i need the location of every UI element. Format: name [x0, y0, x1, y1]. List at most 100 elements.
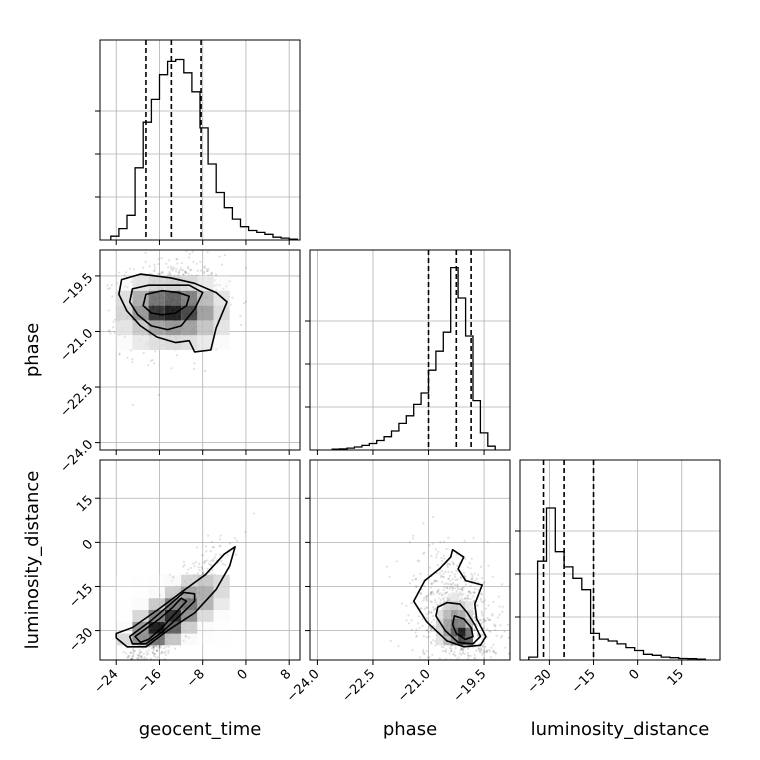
density-cell: [458, 610, 466, 619]
sample-point: [422, 552, 425, 555]
sample-point: [431, 590, 434, 594]
x-tick-label-phase: −19.5: [451, 667, 490, 706]
sample-point: [124, 652, 128, 655]
sample-point: [449, 579, 452, 582]
sample-point: [422, 522, 425, 525]
sample-point: [226, 553, 229, 557]
sample-point: [137, 664, 139, 666]
sample-point: [497, 701, 499, 703]
sample-point: [435, 556, 438, 559]
sample-point: [139, 655, 142, 658]
sample-point: [445, 669, 447, 671]
sample-point: [477, 588, 480, 592]
sample-point: [430, 642, 433, 645]
sample-point: [408, 582, 412, 585]
sample-point: [167, 649, 170, 652]
sample-point: [437, 603, 440, 607]
sample-point: [425, 616, 428, 620]
density-cell: [213, 275, 230, 291]
sample-point: [195, 262, 198, 265]
sample-point: [108, 329, 111, 332]
density-cell: [465, 610, 473, 619]
sample-point: [131, 358, 134, 361]
sample-point: [433, 630, 436, 633]
sample-point: [490, 646, 493, 649]
sample-point: [445, 664, 447, 666]
sample-point: [137, 666, 139, 668]
sample-point: [132, 650, 135, 653]
sample-point: [460, 648, 463, 651]
density-cell: [197, 335, 214, 350]
sample-point: [132, 677, 134, 679]
sample-point: [211, 546, 214, 549]
sample-point: [168, 272, 171, 275]
sample-point: [482, 651, 485, 654]
density-cell: [465, 618, 473, 628]
sample-point: [431, 653, 434, 657]
sample-point: [210, 559, 213, 563]
sample-point: [203, 272, 206, 275]
sample-point: [218, 284, 221, 287]
sample-point: [152, 646, 155, 649]
sample-point: [447, 570, 450, 573]
sample-point: [110, 284, 113, 287]
sample-point: [407, 614, 410, 617]
sample-point: [175, 267, 178, 271]
sample-point: [478, 619, 482, 622]
sample-point: [125, 679, 127, 681]
sample-point: [429, 592, 432, 595]
sample-point: [473, 628, 476, 631]
y-tick-label-luminosity_distance: 15: [74, 493, 96, 515]
sample-point: [430, 611, 433, 614]
sample-point: [497, 595, 500, 598]
sample-point: [407, 622, 411, 625]
joint-panel-geocent_time-luminosity_distance: [114, 512, 256, 716]
sample-point: [205, 550, 208, 553]
sample-point: [429, 628, 433, 631]
sample-point: [491, 575, 494, 578]
sample-point: [209, 550, 212, 553]
sample-point: [129, 682, 131, 684]
sample-point: [419, 592, 422, 595]
sample-point: [483, 721, 485, 723]
sample-point: [410, 628, 414, 631]
density-cell: [116, 335, 133, 350]
sample-point: [467, 702, 469, 704]
sample-point: [170, 267, 173, 270]
sample-point: [160, 257, 163, 260]
x-axis-label-phase: phase: [383, 719, 437, 740]
sample-point: [484, 620, 487, 623]
sample-point: [466, 594, 469, 597]
sample-point: [446, 591, 449, 594]
sample-point: [131, 651, 134, 654]
sample-point: [109, 332, 112, 335]
sample-point: [397, 644, 400, 648]
sample-point: [415, 635, 418, 638]
sample-point: [503, 630, 506, 633]
sample-point: [114, 685, 116, 687]
sample-point: [147, 649, 150, 652]
sample-point: [108, 287, 112, 290]
sample-point: [479, 618, 482, 622]
sample-point: [215, 348, 218, 351]
sample-point: [442, 588, 445, 592]
sample-point: [119, 714, 121, 716]
density-cell: [132, 305, 149, 321]
sample-point: [130, 657, 133, 660]
sample-point: [498, 613, 501, 616]
sample-point: [485, 651, 489, 654]
sample-point: [128, 666, 130, 668]
sample-point: [421, 624, 424, 628]
sample-point: [160, 650, 164, 654]
sample-point: [440, 594, 443, 597]
sample-point: [185, 572, 189, 575]
sample-point: [145, 665, 147, 667]
sample-point: [225, 285, 228, 288]
sample-point: [478, 698, 480, 700]
sample-point: [430, 662, 432, 664]
sample-point: [479, 651, 482, 654]
contour-level-1: [142, 289, 190, 316]
sample-point: [514, 696, 516, 698]
sample-point: [165, 262, 168, 265]
sample-point: [223, 254, 227, 257]
